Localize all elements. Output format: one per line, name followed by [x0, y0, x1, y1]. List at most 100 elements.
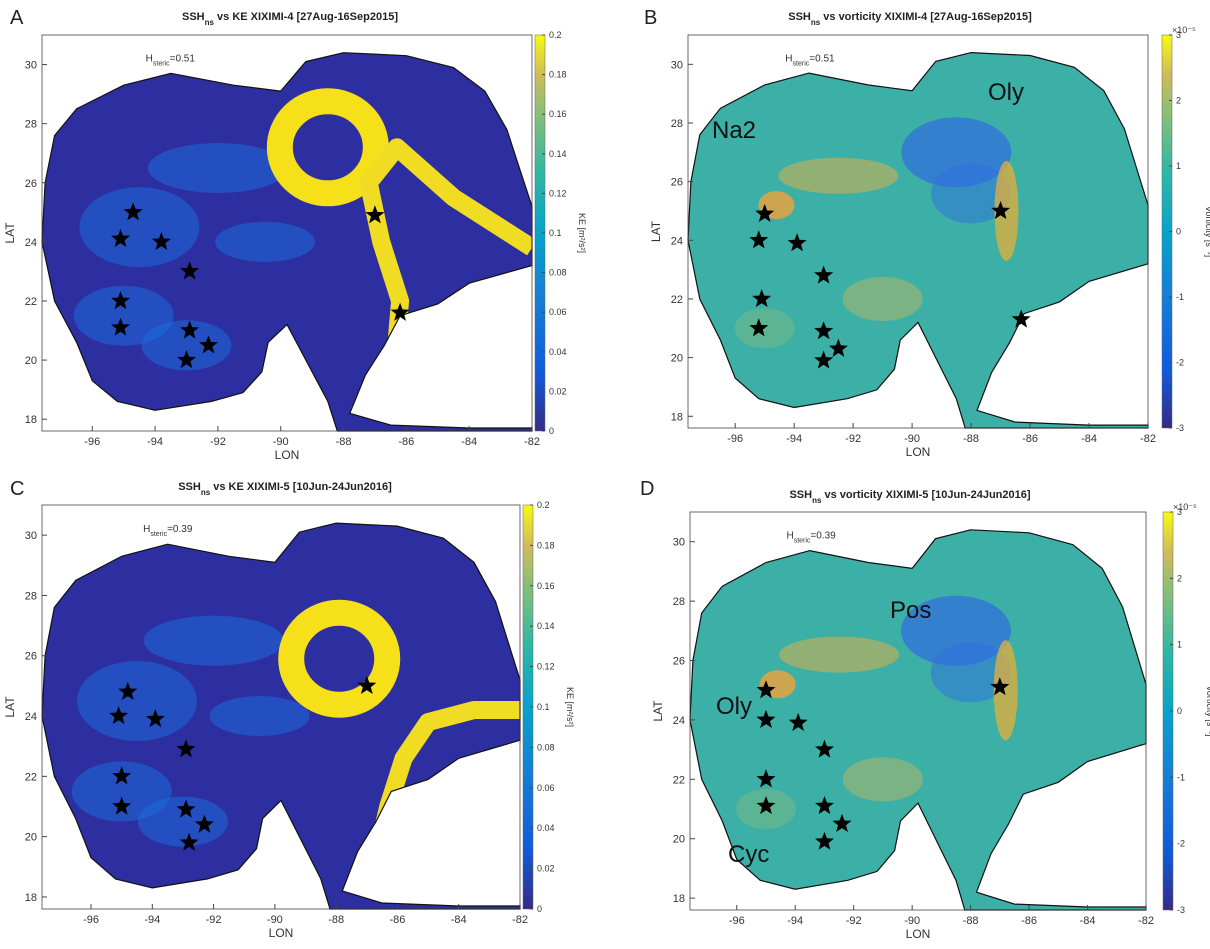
colorbar-label: Vorticity [s⁻¹] [1205, 685, 1210, 736]
y-tick-label: 30 [671, 59, 683, 71]
colorbar-tick-label: 0.2 [537, 500, 550, 510]
field-feature [735, 308, 795, 348]
y-axis-label: LAT [649, 220, 663, 242]
title-text: SSH [182, 11, 205, 23]
x-tick-label: -88 [328, 914, 344, 926]
colorbar-tick-label: 0.02 [549, 386, 567, 396]
colorbar-tick-label: 0.16 [537, 581, 555, 591]
x-tick-label: -88 [963, 915, 979, 927]
y-axis-label: LAT [3, 696, 17, 718]
x-tick-label: -86 [389, 914, 405, 926]
hsteric-subscript: steric [153, 60, 170, 67]
hsteric-subscript: steric [793, 60, 810, 67]
y-tick-label: 24 [673, 715, 685, 727]
colorbar-tick-label: 0 [1177, 706, 1182, 716]
x-tick-label: -92 [846, 915, 862, 927]
field-feature [1049, 328, 1129, 388]
colorbar-tick-label: 0.06 [537, 783, 555, 793]
figure: -96-94-92-90-88-86-84-8218202224262830LO… [0, 0, 1210, 949]
title-text: SSH [178, 481, 201, 493]
field-feature [778, 158, 898, 194]
colorbar-tick-label: 0.18 [537, 540, 555, 550]
y-tick-label: 20 [671, 353, 683, 365]
hsteric-text: H [146, 54, 153, 65]
x-tick-label: -96 [727, 433, 743, 445]
field-feature [843, 277, 923, 321]
colorbar-tick-label: 0.14 [549, 149, 567, 159]
y-tick-label: 30 [25, 60, 37, 72]
colorbar-tick-label: 0 [549, 426, 554, 436]
y-tick-label: 18 [673, 893, 685, 905]
field-feature [779, 637, 899, 673]
y-tick-label: 22 [671, 294, 683, 306]
hsteric-note: Hsteric=0.39 [143, 524, 193, 538]
hsteric-text: H [786, 531, 793, 542]
field-feature [210, 696, 310, 736]
x-tick-label: -92 [845, 433, 861, 445]
colorbar-tick-label: 0.04 [537, 823, 555, 833]
y-tick-label: 22 [673, 774, 685, 786]
colorbar-tick-label: 0.1 [537, 702, 550, 712]
y-tick-label: 22 [25, 771, 37, 783]
field [688, 35, 1148, 428]
x-tick-label: -82 [524, 436, 540, 448]
region-label: Oly [988, 79, 1024, 106]
x-axis-label: LON [275, 448, 300, 462]
colorbar-label: KE [m²/s²] [565, 687, 575, 727]
x-axis-label: LON [906, 445, 931, 459]
colorbar-tick-label: -3 [1177, 905, 1185, 915]
title-text: vs KE XIXIMI-5 [10Jun-24Jun2016] [210, 481, 392, 493]
x-tick-label: -84 [461, 436, 477, 448]
field-feature [148, 143, 288, 193]
x-tick-label: -94 [787, 915, 803, 927]
x-tick-label: -86 [398, 436, 414, 448]
hsteric-text: =0.51 [809, 53, 835, 64]
y-tick-label: 20 [25, 355, 37, 367]
colorbar-tick-label: 0.02 [537, 864, 555, 874]
y-tick-label: 26 [25, 178, 37, 190]
x-tick-label: -90 [267, 914, 283, 926]
colorbar-exponent: ×10⁻⁵ [1172, 25, 1196, 35]
colorbar-tick-label: 2 [1177, 573, 1182, 583]
x-tick-label: -90 [273, 436, 289, 448]
hsteric-note: Hsteric=0.51 [785, 53, 835, 67]
region-label: Cyc [728, 841, 769, 868]
field-feature [79, 187, 199, 267]
panel: -96-94-92-90-88-86-84-8218202224262830LO… [640, 478, 1210, 941]
field-feature [138, 797, 228, 847]
colorbar-tick-label: 0 [1176, 227, 1181, 237]
field-feature [843, 757, 923, 801]
colorbar-tick-label: 0.1 [549, 228, 562, 238]
x-tick-label: -84 [1080, 915, 1096, 927]
colorbar-tick-label: 0.12 [549, 188, 567, 198]
panel-title: SSHns vs vorticity XIXIMI-5 [10Jun-24Jun… [789, 489, 1030, 505]
hsteric-text: =0.39 [167, 524, 193, 535]
hsteric-text: H [785, 53, 792, 64]
x-tick-label: -86 [1022, 433, 1038, 445]
colorbar-tick-label: 0.2 [549, 30, 562, 40]
y-tick-label: 26 [25, 651, 37, 663]
field-feature [1048, 809, 1128, 869]
panel-letter: D [640, 478, 654, 500]
panel-letter: C [10, 478, 24, 500]
field [42, 505, 520, 909]
colorbar-tick-label: 0.16 [549, 109, 567, 119]
colorbar-tick-label: -1 [1176, 292, 1184, 302]
x-tick-label: -96 [83, 914, 99, 926]
x-tick-label: -90 [904, 433, 920, 445]
x-tick-label: -82 [1138, 915, 1154, 927]
y-tick-label: 30 [25, 530, 37, 542]
title-text: SSH [788, 11, 811, 23]
colorbar-tick-label: 0.18 [549, 70, 567, 80]
hsteric-text: H [143, 524, 150, 535]
y-tick-label: 22 [25, 296, 37, 308]
y-tick-label: 30 [673, 537, 685, 549]
title-text: vs KE XIXIMI-4 [27Aug-16Sep2015] [214, 11, 398, 23]
panel-title: SSHns vs KE XIXIMI-4 [27Aug-16Sep2015] [182, 11, 398, 27]
x-tick-label: -96 [729, 915, 745, 927]
title-text: vs vorticity XIXIMI-4 [27Aug-16Sep2015] [820, 11, 1032, 23]
title-text: vs vorticity XIXIMI-5 [10Jun-24Jun2016] [821, 489, 1030, 501]
colorbar-tick-label: 0.08 [537, 742, 555, 752]
colorbar-tick-label: 0.08 [549, 268, 567, 278]
x-tick-label: -82 [1140, 433, 1156, 445]
